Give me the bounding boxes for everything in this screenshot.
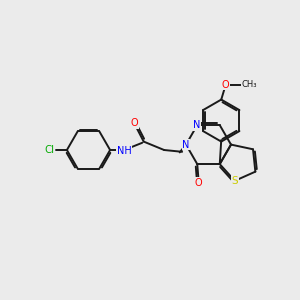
Text: O: O (222, 80, 230, 90)
Text: O: O (130, 118, 138, 128)
Text: N: N (193, 120, 200, 130)
Text: CH₃: CH₃ (242, 80, 257, 89)
Text: Cl: Cl (44, 145, 54, 155)
Text: NH: NH (117, 146, 132, 156)
Text: S: S (232, 176, 238, 186)
Text: N: N (182, 140, 190, 150)
Text: O: O (195, 178, 202, 188)
